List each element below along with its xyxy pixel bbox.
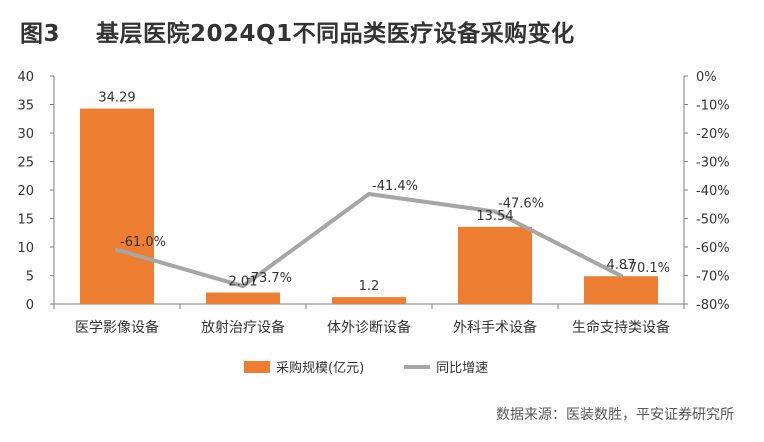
left-tick-label: 25 [17,156,34,171]
x-tick-label: 放射治疗设备 [201,319,285,336]
growth-line-series [115,191,623,289]
right-tick-label: -50% [696,213,730,228]
right-tick-label: -70% [696,270,730,285]
x-tick-label: 生命支持类设备 [572,319,670,336]
left-tick-label: 15 [17,213,34,228]
chart-axes: 0 5 10 15 20 25 30 35 40 -80% -70% -60% -50% -40% -30%… [17,70,729,336]
line-value-label: -41.4% [372,179,418,194]
line-point [115,247,119,252]
line-value-label: -70.1% [624,261,670,276]
right-tick-label: -20% [696,127,730,142]
line-value-label: -47.6% [498,197,544,212]
source-note: 数据来源：医装数胜，平安证券研究所 [496,407,734,423]
right-tick-label: -40% [696,184,730,199]
bar-value-label: 1.2 [359,279,380,294]
bar-value-label: 4.87 [607,258,636,273]
bar [80,108,154,304]
right-tick-label: -60% [696,241,730,256]
left-tick-label: 20 [17,184,34,199]
legend-line-swatch [404,364,431,369]
bar [332,297,406,304]
left-tick-label: 10 [17,241,34,256]
right-tick-label: -80% [696,298,730,313]
line-point [367,191,371,196]
legend-bar-label: 采购规模(亿元) [276,361,365,376]
bar [584,276,658,304]
legend-item-bar: 采购规模(亿元) [244,357,364,376]
data-labels: 34.29 2.01 1.2 13.54 4.87 -61.0% -73.7% -41.4% -… [98,91,670,295]
line-value-label: -73.7% [246,271,292,286]
line-point [493,209,497,214]
bar [206,292,280,304]
legend-bar-swatch [244,360,270,373]
right-tick-label: -10% [696,99,730,114]
legend-item-line: 同比增速 [404,357,488,376]
x-tick-label: 外科手术设备 [453,319,537,336]
right-tick-label: -30% [696,156,730,171]
left-tick-label: 35 [17,99,34,114]
growth-line [115,191,623,289]
legend: 采购规模(亿元) 同比增速 [244,357,528,376]
figure-label: 图3 [20,21,61,47]
x-tick-label: 医学影像设备 [75,319,159,336]
line-point [619,273,623,278]
bar-value-label: 2.01 [229,275,258,290]
chart-title: 基层医院2024Q1不同品类医疗设备采购变化 [96,21,575,47]
bar [458,226,532,304]
left-tick-label: 30 [17,127,34,142]
left-tick-label: 5 [26,270,34,285]
left-tick-label: 0 [26,298,34,313]
line-point [241,284,245,289]
chart-canvas: 0 5 10 15 20 25 30 35 40 -80% -70% -60% -50% -40% -30%… [17,70,729,336]
x-tick-label: 体外诊断设备 [327,319,411,336]
left-tick-label: 40 [17,70,34,85]
bar-value-label: 34.29 [98,91,135,106]
bar-value-label: 13.54 [476,209,513,224]
legend-line-label: 同比增速 [436,361,489,376]
bar-series [80,108,658,304]
right-tick-label: 0% [696,70,717,85]
line-value-label: -61.0% [120,235,166,250]
